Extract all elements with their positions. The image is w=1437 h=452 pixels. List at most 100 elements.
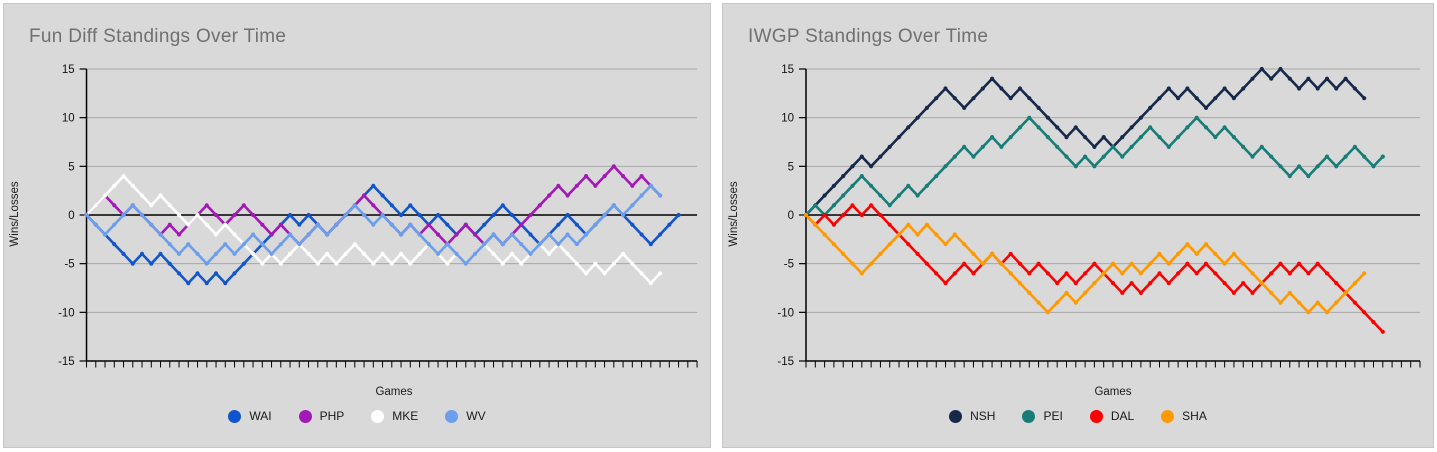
chart-panel-iwgp[interactable]: IWGP Standings Over Time 15 10 5 0 -5 -10 -15 … (722, 3, 1434, 448)
series-point-NSH (1250, 76, 1255, 81)
series-point-SHA (813, 222, 818, 227)
series-point-PEI (1120, 154, 1125, 159)
series-point-PEI (1297, 164, 1302, 169)
series-point-PEI (1055, 144, 1060, 149)
series-point-WV (611, 203, 616, 208)
series-point-SHA (1352, 281, 1357, 286)
series-point-WAI (186, 281, 191, 286)
series-point-DAL (869, 203, 874, 208)
series-point-DAL (924, 261, 929, 266)
series-point-PHP (260, 222, 265, 227)
series-point-DAL (850, 203, 855, 208)
series-point-SHA (803, 212, 809, 218)
series-point-WAI (435, 212, 441, 218)
series-point-MKE (574, 261, 579, 266)
series-point-MKE (621, 251, 626, 256)
series-point-WAI (158, 251, 163, 256)
series-point-SHA (1027, 290, 1032, 295)
series-point-DAL (1027, 271, 1032, 276)
series-point-NSH (1194, 96, 1199, 101)
series-point-WV (324, 232, 330, 237)
series-point-DAL (1241, 281, 1246, 286)
series-point-WV (269, 251, 274, 256)
legend-dot-WV (445, 409, 459, 423)
series-point-NSH (943, 86, 948, 91)
series-point-NSH (1222, 86, 1227, 91)
series-point-PHP (176, 232, 182, 237)
series-point-PHP (519, 222, 524, 227)
series-point-PEI (1250, 154, 1255, 159)
series-point-WV (657, 193, 663, 198)
series-point-NSH (971, 96, 976, 101)
series-point-MKE (213, 232, 219, 237)
series-point-NSH (1241, 86, 1246, 91)
series-point-DAL (906, 242, 911, 247)
series-point-SHA (841, 251, 846, 256)
series-point-DAL (1073, 281, 1078, 286)
series-point-PHP (602, 174, 607, 179)
series-point-DAL (1231, 290, 1236, 295)
chart-panel-fun-diff[interactable]: Fun Diff Standings Over Time 15 10 5 0 -5 -10… (3, 3, 711, 448)
series-point-PHP (565, 193, 570, 198)
series-point-MKE (509, 251, 515, 256)
series-point-WAI (565, 212, 570, 218)
x-axis-label: Games (375, 386, 413, 398)
series-point-PEI (1176, 135, 1181, 140)
series-point-WAI (112, 242, 117, 247)
series-point-WV (380, 212, 385, 218)
series-point-PEI (1241, 144, 1246, 149)
series-point-WAI (491, 212, 496, 218)
series-point-WV (241, 242, 246, 247)
series-point-PEI (1269, 154, 1274, 159)
series-point-WV (574, 242, 579, 247)
series-point-SHA (1194, 251, 1199, 256)
series-point-WAI (204, 281, 209, 286)
series-point-MKE (602, 271, 607, 276)
series-point-DAL (1297, 261, 1302, 266)
series-point-WV (491, 232, 496, 237)
series-point-WV (630, 203, 635, 208)
series-point-SHA (1073, 300, 1078, 305)
series-point-PEI (943, 164, 948, 169)
series-point-NSH (1017, 86, 1023, 91)
series-point-WV (435, 251, 441, 256)
series-point-WAI (121, 251, 126, 256)
series-point-MKE (593, 261, 598, 266)
series-point-PHP (556, 183, 561, 188)
series-point-WV (593, 222, 598, 227)
series-point-PEI (1352, 144, 1357, 149)
series-point-SHA (1315, 300, 1320, 305)
series-point-NSH (1203, 105, 1209, 110)
series-point-PEI (850, 183, 855, 188)
series-point-DAL (1269, 271, 1274, 276)
series-point-DAL (1129, 281, 1134, 286)
series-point-PEI (1017, 125, 1023, 130)
series-point-WV (186, 242, 191, 247)
series-point-SHA (1045, 310, 1050, 315)
y-tick-label: -15 (58, 356, 75, 368)
series-point-PEI (869, 183, 874, 188)
y-axis-label: Wins/Losses (728, 181, 740, 247)
series-point-PEI (1027, 115, 1032, 120)
series-point-WV (408, 222, 413, 227)
series-point-NSH (1259, 66, 1264, 72)
series-point-WV (121, 212, 126, 218)
series-point-WV (139, 212, 145, 218)
series-point-WV (93, 222, 98, 227)
series-point-MKE (287, 251, 293, 256)
series-point-WV (417, 232, 422, 237)
series-point-SHA (1157, 251, 1162, 256)
series-point-WV (426, 242, 431, 247)
legend-item-MKE: MKE (371, 409, 418, 423)
series-point-WV (232, 251, 237, 256)
series-point-WV (260, 242, 265, 247)
series-point-WV (361, 212, 367, 218)
series-point-NSH (1008, 96, 1013, 101)
series-point-SHA (1203, 242, 1209, 247)
series-point-NSH (1362, 96, 1367, 101)
series-point-NSH (906, 125, 911, 130)
series-point-WAI (417, 212, 422, 218)
series-point-DAL (887, 222, 892, 227)
series-point-WAI (287, 212, 293, 218)
series-point-SHA (1250, 271, 1255, 276)
